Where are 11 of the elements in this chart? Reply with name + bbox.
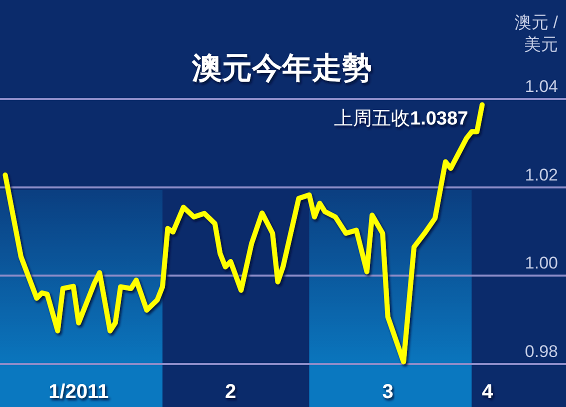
annotation: 上周五收1.0387 (334, 108, 468, 130)
chart-title: 澳元今年走勢 (191, 52, 372, 85)
x-tick-label: 3 (382, 381, 394, 403)
x-tick-label: 1/2011 (48, 381, 109, 403)
y-tick-label: 1.00 (524, 254, 558, 273)
y-tick-label: 1.04 (524, 77, 558, 96)
y-tick-label: 0.98 (524, 342, 558, 361)
x-tick-label: 4 (482, 381, 494, 403)
y-tick-label: 1.02 (524, 165, 558, 184)
y-axis-title: 澳元 / 美元 (514, 13, 558, 54)
x-tick-label: 2 (225, 381, 236, 403)
